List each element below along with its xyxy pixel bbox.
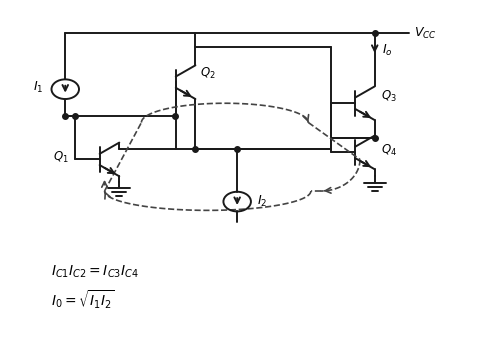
Text: $I_0 = \sqrt{I_1 I_2}$: $I_0 = \sqrt{I_1 I_2}$ (50, 289, 114, 311)
Text: $V_{CC}$: $V_{CC}$ (414, 25, 437, 41)
Text: $Q_2$: $Q_2$ (201, 66, 216, 81)
Text: $I_{C1}I_{C2} = I_{C3}I_{C4}$: $I_{C1}I_{C2} = I_{C3}I_{C4}$ (50, 264, 138, 280)
Text: $Q_3$: $Q_3$ (380, 88, 396, 104)
Text: $I_1$: $I_1$ (33, 80, 43, 95)
Text: $I_2$: $I_2$ (257, 194, 267, 209)
Text: $Q_4$: $Q_4$ (380, 143, 397, 158)
Text: $I_o$: $I_o$ (382, 43, 393, 58)
Text: $Q_1$: $Q_1$ (53, 150, 69, 165)
